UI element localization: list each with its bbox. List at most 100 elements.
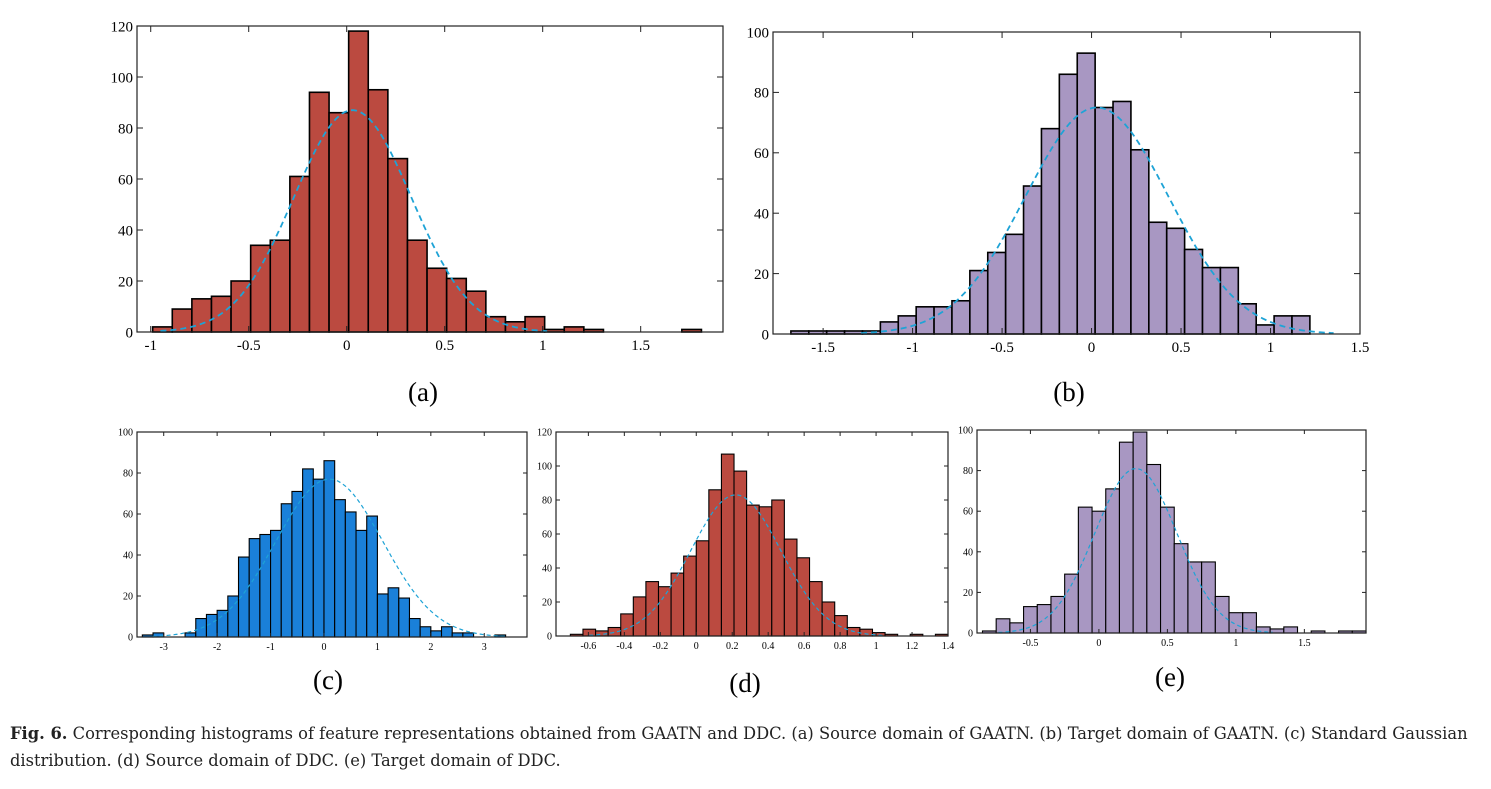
y-tick-label: 40 bbox=[118, 223, 133, 239]
bar bbox=[951, 299, 971, 335]
bar bbox=[1076, 52, 1096, 335]
fit-curve bbox=[160, 109, 548, 332]
x-tick-label: 0.6 bbox=[798, 641, 811, 652]
y-tick-label: 40 bbox=[542, 564, 552, 575]
y-tick-label: 60 bbox=[542, 530, 552, 541]
plot-frame bbox=[136, 431, 528, 638]
bar bbox=[1094, 106, 1114, 335]
y-tick-label: 20 bbox=[754, 267, 769, 283]
bar bbox=[344, 511, 357, 638]
y-tick-label: 20 bbox=[963, 588, 973, 599]
x-tick-label: 1.2 bbox=[906, 641, 919, 652]
bar bbox=[1283, 626, 1299, 634]
bar bbox=[969, 269, 989, 335]
caption: Fig. 6. Corresponding histograms of feat… bbox=[10, 720, 1472, 774]
y-tick-label: 20 bbox=[542, 598, 552, 609]
bar bbox=[376, 593, 389, 638]
x-tick-label: 0.5 bbox=[1172, 340, 1191, 356]
x-tick-label: -1 bbox=[266, 642, 274, 653]
y-tick-label: 120 bbox=[111, 19, 134, 35]
bar bbox=[465, 290, 487, 333]
x-tick-label: 2 bbox=[428, 642, 433, 653]
x-tick-label: 1 bbox=[1233, 638, 1238, 649]
bar bbox=[426, 267, 448, 333]
bar bbox=[387, 157, 409, 333]
bar bbox=[1091, 510, 1107, 634]
x-tick-label: 1 bbox=[1267, 340, 1275, 356]
y-tick-label: 20 bbox=[118, 274, 133, 290]
bar bbox=[230, 280, 252, 333]
x-tick-label: 0 bbox=[1096, 638, 1101, 649]
bar bbox=[334, 499, 346, 638]
bar bbox=[367, 88, 389, 333]
panel-label: (b) bbox=[1053, 377, 1084, 407]
y-tick-label: 0 bbox=[547, 632, 552, 643]
x-tick-label: 1 bbox=[539, 338, 547, 354]
bar bbox=[758, 506, 773, 637]
bar bbox=[1132, 431, 1148, 634]
bar bbox=[440, 626, 453, 638]
x-tick-label: 0.2 bbox=[726, 641, 739, 652]
bar bbox=[708, 489, 722, 637]
bar bbox=[1219, 266, 1240, 335]
bar bbox=[1187, 561, 1203, 634]
x-tick-label: -0.5 bbox=[990, 340, 1014, 356]
bar bbox=[783, 538, 798, 637]
panel-label: (c) bbox=[313, 665, 343, 695]
bar bbox=[1077, 506, 1093, 634]
panel-label: (d) bbox=[729, 668, 760, 698]
caption-text: Corresponding histograms of feature repr… bbox=[10, 724, 1468, 770]
panel-label: (a) bbox=[408, 377, 438, 407]
x-tick-label: 0.5 bbox=[1161, 638, 1174, 649]
bar bbox=[986, 251, 1007, 335]
y-tick-label: 60 bbox=[118, 172, 133, 188]
bar bbox=[1173, 543, 1189, 634]
panel-label: (e) bbox=[1155, 662, 1185, 692]
bar bbox=[582, 628, 597, 637]
bar bbox=[1146, 463, 1162, 634]
bar bbox=[620, 613, 634, 637]
bar bbox=[683, 555, 697, 637]
y-tick-label: 0 bbox=[762, 327, 770, 343]
bar bbox=[746, 504, 760, 637]
y-tick-label: 100 bbox=[747, 25, 770, 41]
bar bbox=[1255, 324, 1275, 335]
fit-curve bbox=[860, 106, 1334, 334]
bar bbox=[355, 529, 368, 638]
x-tick-label: -1 bbox=[144, 338, 157, 354]
y-tick-label: 100 bbox=[958, 426, 973, 437]
plot-frame bbox=[772, 31, 1361, 335]
y-tick-label: 20 bbox=[123, 592, 133, 603]
x-tick-label: 0 bbox=[1088, 340, 1096, 356]
bar bbox=[249, 244, 272, 333]
y-tick-label: 100 bbox=[118, 428, 133, 439]
bar bbox=[771, 499, 785, 637]
x-tick-label: -0.4 bbox=[616, 641, 632, 652]
bar bbox=[1201, 266, 1222, 335]
x-tick-label: -2 bbox=[213, 642, 221, 653]
y-tick-label: 80 bbox=[118, 121, 133, 137]
x-tick-label: 1 bbox=[375, 642, 380, 653]
bar bbox=[1036, 604, 1052, 634]
bar bbox=[563, 326, 585, 333]
bar bbox=[259, 533, 272, 638]
bar bbox=[808, 581, 823, 637]
bar bbox=[248, 538, 261, 638]
y-tick-label: 80 bbox=[963, 466, 973, 477]
plot-frame bbox=[976, 429, 1367, 634]
bar bbox=[308, 91, 330, 333]
y-tick-label: 0 bbox=[968, 629, 973, 640]
bar bbox=[1040, 127, 1061, 335]
bar bbox=[462, 632, 475, 638]
y-tick-label: 120 bbox=[537, 428, 552, 439]
y-tick-label: 80 bbox=[123, 469, 133, 480]
y-tick-label: 40 bbox=[963, 547, 973, 558]
y-tick-label: 0 bbox=[128, 633, 133, 644]
x-tick-label: -0.6 bbox=[580, 641, 596, 652]
caption-label: Fig. 6. bbox=[10, 724, 68, 743]
bar bbox=[657, 586, 672, 637]
bar bbox=[451, 632, 464, 638]
bar bbox=[366, 515, 378, 638]
bar bbox=[1022, 185, 1043, 335]
